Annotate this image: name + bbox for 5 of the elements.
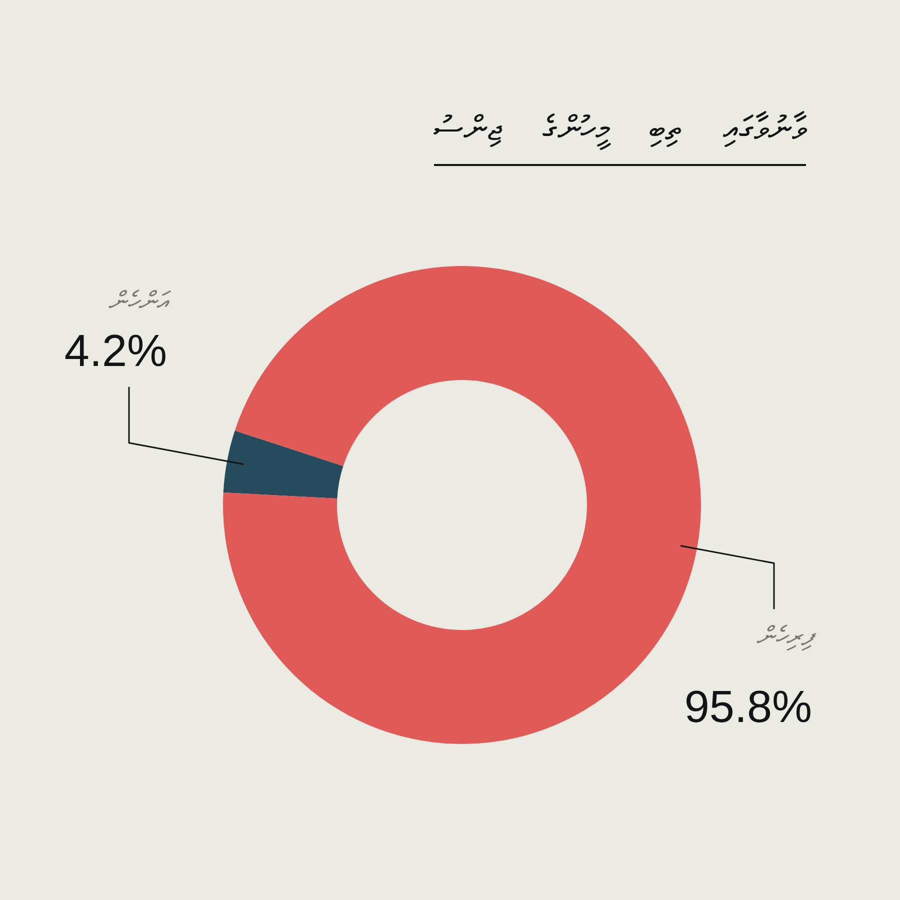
slice-label: ފިރިހެން xyxy=(756,622,817,652)
chart-title: ވާނުވާގައި ތިބި މީހުންގެ ޖިންސު xyxy=(434,106,806,166)
slice-label: އަންހެން xyxy=(108,286,172,317)
data-label: 4.2% xyxy=(64,324,167,376)
data-label: 95.8% xyxy=(684,681,812,732)
